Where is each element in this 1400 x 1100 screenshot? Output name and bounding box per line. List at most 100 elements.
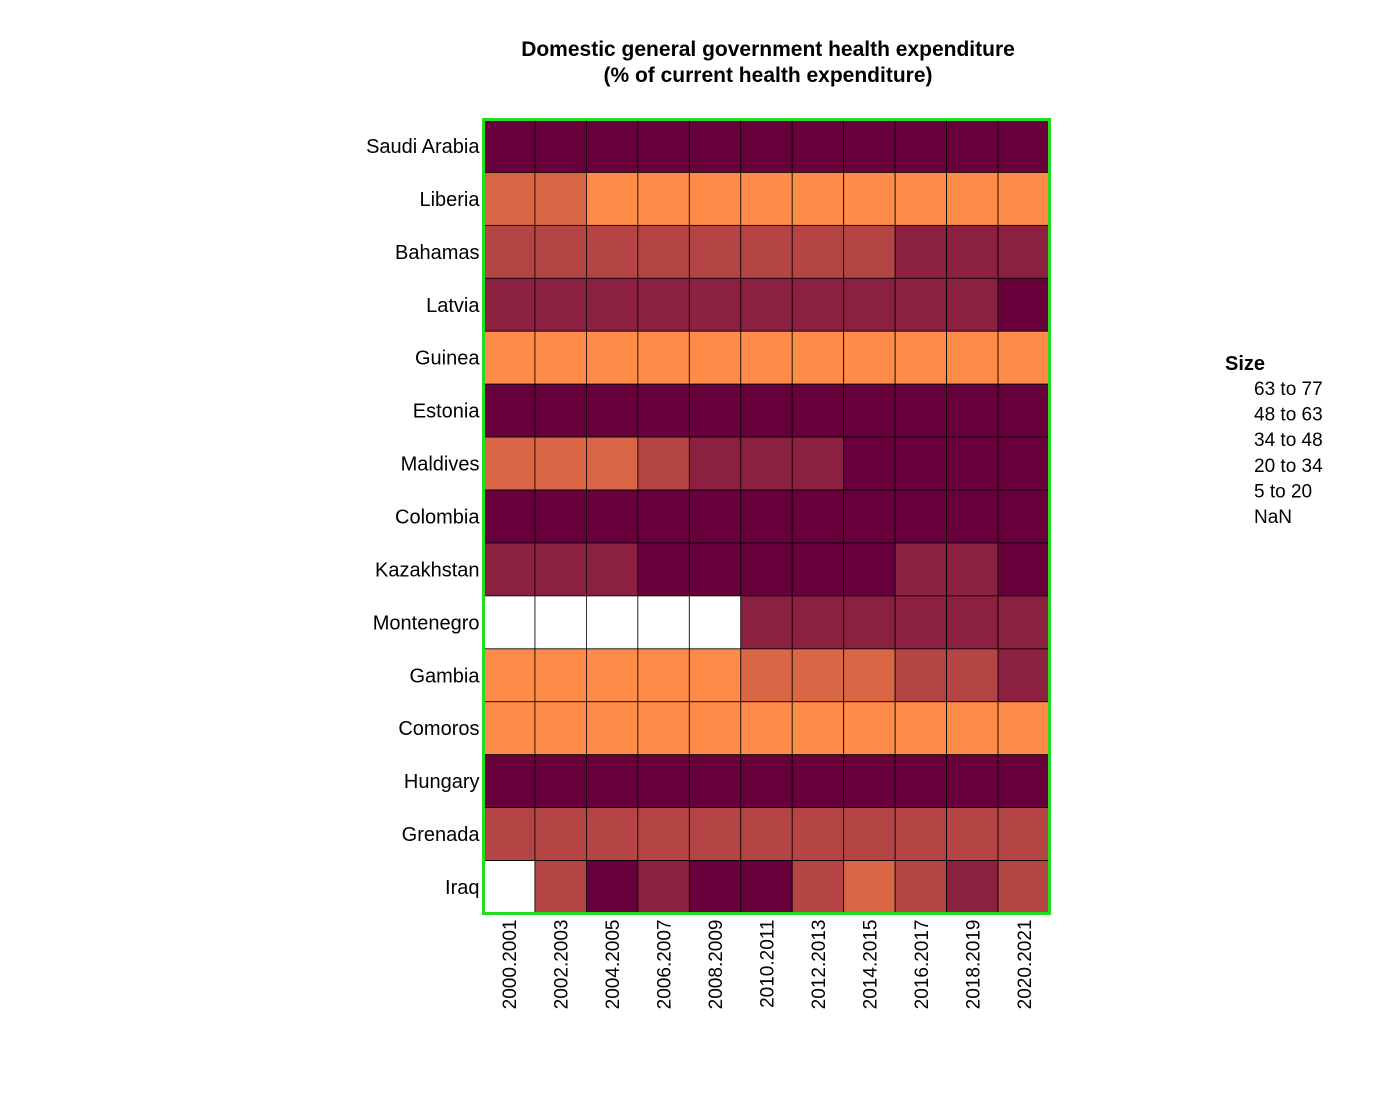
heatmap-cell	[997, 436, 1050, 491]
column-label: 2020.2021	[1015, 920, 1036, 1010]
heatmap-cell	[997, 119, 1050, 173]
row-label: Kazakhstan	[375, 559, 480, 581]
heatmap-cell	[637, 701, 690, 756]
row-label: Bahamas	[395, 242, 480, 264]
heatmap-cell	[894, 383, 947, 438]
heatmap-cell	[791, 383, 845, 438]
heatmap-cell	[997, 860, 1050, 914]
heatmap-cell	[534, 542, 587, 597]
heatmap-cell	[586, 277, 639, 332]
heatmap-cell	[586, 754, 639, 809]
legend-item: 5 to 20	[1254, 481, 1312, 502]
legend: Size 63 to 77 48 to 63 34 to 48 20 to 34 5 t…	[1225, 353, 1323, 528]
heatmap-cell	[843, 489, 896, 544]
heatmap-cell	[483, 489, 536, 544]
heatmap-cell	[740, 330, 793, 385]
heatmap-cell	[791, 330, 845, 385]
row-label: Grenada	[402, 824, 481, 846]
legend-item: 48 to 63	[1254, 405, 1323, 426]
heatmap-cell	[997, 595, 1050, 650]
heatmap-cell	[740, 542, 793, 597]
heatmap-cell	[534, 119, 587, 173]
heatmap-cell	[688, 701, 742, 756]
heatmap-cell	[946, 754, 999, 809]
heatmap-cell	[997, 754, 1050, 809]
row-label: Liberia	[419, 189, 480, 211]
heatmap-cell	[946, 807, 999, 861]
row-labels: Saudi Arabia Liberia Bahamas Latvia Guinea Es…	[366, 136, 480, 899]
heatmap-cell	[894, 277, 947, 332]
heatmap-cell	[791, 542, 845, 597]
heatmap-cell	[946, 542, 999, 597]
heatmap-cell	[637, 860, 690, 914]
heatmap-cell	[997, 172, 1050, 226]
row-label: Hungary	[404, 771, 480, 793]
column-label: 2004.2005	[603, 920, 624, 1010]
heatmap-cell	[997, 701, 1050, 756]
heatmap-cell	[843, 330, 896, 385]
heatmap-cell	[688, 119, 742, 173]
heatmap-cell	[586, 119, 639, 173]
heatmap-cell	[843, 807, 896, 861]
column-labels: 2000.2001 2002.2003 2004.2005 2006.2007 2008…	[500, 920, 1036, 1010]
heatmap-cell	[894, 436, 947, 491]
heatmap-cell	[483, 383, 536, 438]
heatmap-cell	[534, 172, 587, 226]
heatmap-cell	[534, 754, 587, 809]
heatmap-cell	[843, 119, 896, 173]
heatmap-cell	[894, 489, 947, 544]
heatmap-cell	[637, 436, 690, 491]
heatmap-cell	[946, 648, 999, 703]
heatmap-cell	[843, 701, 896, 756]
heatmap-cell	[483, 119, 536, 173]
heatmap-cell	[586, 330, 639, 385]
heatmap-cell	[586, 172, 639, 226]
heatmap-cell	[946, 224, 999, 279]
heatmap-cell	[637, 330, 690, 385]
heatmap-cell	[946, 330, 999, 385]
heatmap-cell	[894, 595, 947, 650]
heatmap-cell	[688, 648, 742, 703]
heatmap-cell	[946, 860, 999, 914]
heatmap-cell	[791, 754, 845, 809]
heatmap-cell	[534, 807, 587, 861]
heatmap-cell	[586, 224, 639, 279]
heatmap-cell	[688, 224, 742, 279]
row-label: Comoros	[398, 718, 479, 740]
chart-title: Domestic general government health expen…	[521, 38, 1015, 61]
heatmap-cell	[483, 701, 536, 756]
heatmap-cell	[637, 224, 690, 279]
heatmap-cell	[586, 436, 639, 491]
heatmap-cell	[843, 436, 896, 491]
heatmap-cell	[740, 489, 793, 544]
heatmap-cell	[894, 119, 947, 173]
heatmap-cell	[894, 330, 947, 385]
row-label: Guinea	[415, 348, 480, 370]
plot-frame	[482, 118, 1051, 915]
heatmap-cell	[586, 701, 639, 756]
heatmap-cell	[791, 224, 845, 279]
heatmap-cell	[946, 701, 999, 756]
heatmap-cell	[894, 172, 947, 226]
heatmap-cell	[740, 648, 793, 703]
heatmap-cell	[483, 595, 536, 650]
chart-subtitle: (% of current health expenditure)	[603, 64, 932, 87]
heatmap-cell	[483, 542, 536, 597]
heatmap-cell	[483, 648, 536, 703]
column-label: 2018.2019	[963, 920, 984, 1010]
heatmap-cell	[586, 807, 639, 861]
heatmap-cell	[740, 754, 793, 809]
heatmap-cell	[688, 436, 742, 491]
legend-title: Size	[1225, 353, 1265, 375]
row-label: Estonia	[413, 401, 481, 423]
column-label: 2002.2003	[552, 920, 573, 1010]
heatmap-cell	[637, 595, 690, 650]
column-label: 2014.2015	[860, 920, 881, 1010]
heatmap-cell	[740, 383, 793, 438]
heatmap-cell	[997, 224, 1050, 279]
heatmap-cell	[791, 277, 845, 332]
legend-item: 63 to 77	[1254, 379, 1323, 400]
row-label: Latvia	[426, 295, 480, 317]
heatmap-cell	[843, 595, 896, 650]
